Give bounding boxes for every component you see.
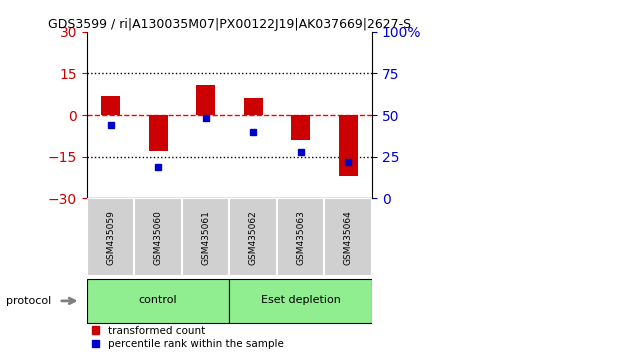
Text: control: control — [139, 295, 177, 305]
Bar — [87, 198, 135, 276]
Text: GSM435062: GSM435062 — [249, 210, 258, 264]
Bar — [101, 96, 120, 115]
Text: Eset depletion: Eset depletion — [261, 295, 340, 305]
Text: GSM435064: GSM435064 — [343, 210, 353, 264]
Bar — [182, 198, 229, 276]
Legend: transformed count, percentile rank within the sample: transformed count, percentile rank withi… — [92, 326, 283, 349]
Title: GDS3599 / ri|A130035M07|PX00122J19|AK037669|2627-S: GDS3599 / ri|A130035M07|PX00122J19|AK037… — [48, 18, 411, 31]
Text: GSM435060: GSM435060 — [154, 210, 162, 265]
Bar — [277, 198, 324, 276]
Bar — [229, 279, 372, 323]
Text: protocol: protocol — [6, 296, 51, 306]
Text: GSM435063: GSM435063 — [296, 210, 305, 265]
Bar — [196, 85, 215, 115]
Bar — [135, 198, 182, 276]
Bar — [291, 115, 310, 140]
Bar — [87, 279, 229, 323]
Text: GSM435059: GSM435059 — [106, 210, 115, 265]
Bar — [149, 115, 167, 151]
Text: GSM435061: GSM435061 — [201, 210, 210, 265]
Bar — [324, 198, 372, 276]
Bar — [229, 198, 277, 276]
Bar — [339, 115, 358, 176]
Bar — [244, 98, 263, 115]
